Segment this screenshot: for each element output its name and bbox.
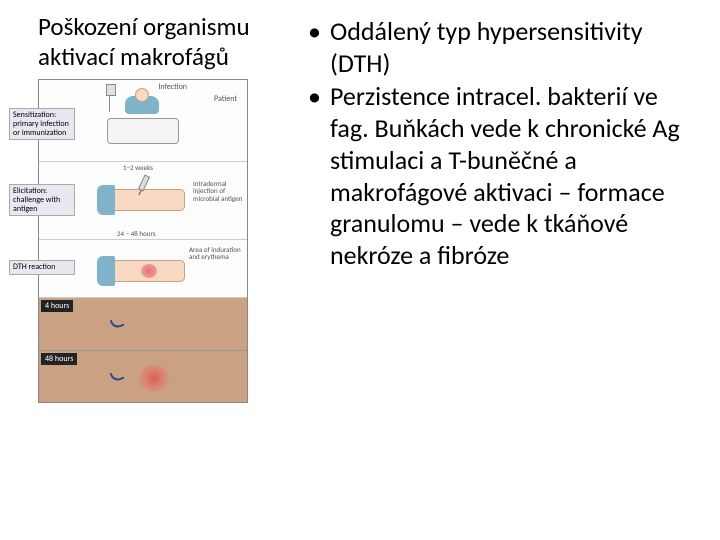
erythema-spot-icon xyxy=(141,264,157,278)
figure-stage-infection: Infection Patient Sensitization: primary… xyxy=(39,80,247,162)
figure-stage-elicitation: Elicitation: challenge with antigen 1–2 … xyxy=(39,162,247,240)
stage1-label-box: Sensitization: primary infection or immu… xyxy=(9,108,75,140)
stage2-note: Intradermal injection of microbial antig… xyxy=(193,180,243,202)
skin-mark-2 xyxy=(110,369,125,383)
stage2-label-box: Elicitation: challenge with antigen xyxy=(9,184,75,216)
left-column: Poškození organismu aktivací makrofágů I… xyxy=(38,12,290,528)
bullet-item-2: Perzistence intracel. bakterií ve fag. B… xyxy=(306,81,692,271)
skin-mark-1 xyxy=(110,316,125,330)
slide: Poškození organismu aktivací makrofágů I… xyxy=(0,0,720,540)
left-heading: Poškození organismu aktivací makrofágů xyxy=(38,12,290,71)
skin-photo-4h: 4 hours xyxy=(39,298,247,350)
patient-illustration xyxy=(103,84,183,146)
skin-photo-48h: 48 hours xyxy=(39,350,247,402)
sleeve-cuff-2 xyxy=(97,256,115,286)
patient-head-icon xyxy=(135,88,149,102)
stage3-label-box: DTH reaction xyxy=(9,260,75,275)
photo-tag-48h: 48 hours xyxy=(41,353,77,365)
patient-label: Patient xyxy=(214,94,237,104)
stage2-time: 24 – 48 hours xyxy=(117,230,156,237)
bullet-list: Oddálený typ hypersensitivity (DTH) Perz… xyxy=(306,16,692,272)
stage3-note: Area of induration and erythema xyxy=(189,246,243,261)
stage1-time: 1–2 weeks xyxy=(123,164,153,171)
right-column: Oddálený typ hypersensitivity (DTH) Perz… xyxy=(302,12,692,528)
bed-shape xyxy=(107,118,179,144)
arm-injection-illustration xyxy=(101,183,187,219)
figure-stage-reaction: DTH reaction Area of induration and eryt… xyxy=(39,240,247,298)
iv-drip-icon xyxy=(109,84,123,112)
arm-reaction-illustration xyxy=(101,254,187,290)
dth-figure: Infection Patient Sensitization: primary… xyxy=(38,79,248,403)
photo-tag-4h: 4 hours xyxy=(41,300,73,312)
erythema-photo-icon xyxy=(139,365,169,391)
sleeve-cuff xyxy=(97,185,115,215)
bullet-item-1: Oddálený typ hypersensitivity (DTH) xyxy=(306,16,692,79)
